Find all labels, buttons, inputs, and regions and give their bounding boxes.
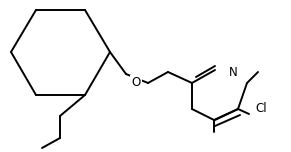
Text: N: N — [229, 66, 237, 78]
Text: Cl: Cl — [255, 102, 267, 116]
Text: O: O — [131, 76, 141, 90]
